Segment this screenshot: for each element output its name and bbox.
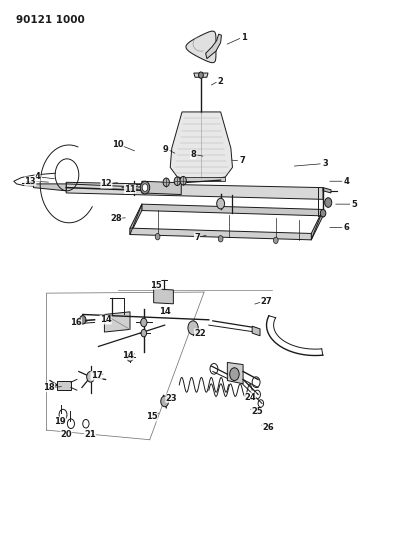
Text: 2: 2 bbox=[218, 77, 223, 85]
Text: 22: 22 bbox=[194, 329, 206, 337]
Text: 25: 25 bbox=[251, 407, 263, 416]
Circle shape bbox=[127, 353, 133, 361]
Circle shape bbox=[161, 396, 169, 407]
Text: 8: 8 bbox=[190, 150, 196, 159]
Text: 4: 4 bbox=[344, 177, 349, 185]
Text: 90121 1000: 90121 1000 bbox=[16, 15, 84, 25]
Polygon shape bbox=[194, 73, 208, 77]
Circle shape bbox=[320, 209, 326, 217]
Text: 23: 23 bbox=[165, 394, 177, 402]
Polygon shape bbox=[154, 289, 173, 304]
Text: 17: 17 bbox=[91, 372, 102, 380]
Text: 14: 14 bbox=[159, 308, 171, 316]
Polygon shape bbox=[130, 228, 311, 240]
Text: 15: 15 bbox=[146, 413, 158, 421]
Circle shape bbox=[141, 329, 147, 337]
Polygon shape bbox=[170, 112, 232, 181]
Circle shape bbox=[87, 372, 95, 382]
Polygon shape bbox=[323, 188, 331, 193]
Polygon shape bbox=[186, 31, 216, 63]
Circle shape bbox=[80, 316, 86, 324]
Polygon shape bbox=[177, 177, 225, 181]
Circle shape bbox=[155, 233, 160, 240]
Circle shape bbox=[140, 181, 150, 194]
Polygon shape bbox=[142, 204, 323, 216]
Text: 20: 20 bbox=[60, 430, 72, 439]
Text: 4: 4 bbox=[35, 173, 40, 181]
Polygon shape bbox=[206, 34, 221, 59]
Text: 27: 27 bbox=[260, 297, 272, 305]
Text: 5: 5 bbox=[352, 200, 357, 208]
Text: 16: 16 bbox=[70, 318, 82, 327]
Text: 10: 10 bbox=[112, 141, 124, 149]
Polygon shape bbox=[252, 326, 260, 336]
Text: 1: 1 bbox=[242, 33, 247, 42]
Text: 19: 19 bbox=[54, 417, 66, 425]
Text: 7: 7 bbox=[194, 233, 200, 241]
Text: 11: 11 bbox=[124, 185, 136, 193]
Circle shape bbox=[142, 184, 148, 191]
Polygon shape bbox=[130, 204, 142, 235]
Polygon shape bbox=[27, 181, 35, 185]
Text: 26: 26 bbox=[262, 423, 274, 432]
Text: 13: 13 bbox=[24, 177, 36, 185]
Circle shape bbox=[141, 318, 147, 327]
Polygon shape bbox=[66, 182, 323, 199]
Polygon shape bbox=[57, 381, 71, 390]
Circle shape bbox=[174, 177, 180, 185]
Circle shape bbox=[217, 198, 225, 209]
Text: 15: 15 bbox=[150, 281, 162, 289]
Text: 3: 3 bbox=[322, 159, 328, 168]
Circle shape bbox=[273, 237, 278, 244]
Circle shape bbox=[230, 368, 239, 381]
Polygon shape bbox=[142, 181, 181, 195]
Circle shape bbox=[180, 176, 186, 185]
Text: 14: 14 bbox=[122, 351, 134, 360]
Text: 28: 28 bbox=[110, 214, 122, 223]
Text: 18: 18 bbox=[43, 383, 55, 392]
Text: 21: 21 bbox=[84, 430, 96, 439]
Polygon shape bbox=[33, 184, 66, 191]
Circle shape bbox=[188, 321, 198, 335]
Text: 12: 12 bbox=[100, 180, 112, 188]
Text: 6: 6 bbox=[344, 223, 349, 232]
Text: 9: 9 bbox=[163, 145, 168, 154]
Circle shape bbox=[199, 72, 203, 78]
Text: 7: 7 bbox=[240, 157, 245, 165]
Text: 24: 24 bbox=[244, 393, 256, 401]
Text: 14: 14 bbox=[100, 316, 112, 324]
Polygon shape bbox=[227, 362, 243, 384]
Circle shape bbox=[325, 198, 332, 207]
Polygon shape bbox=[104, 312, 130, 332]
Circle shape bbox=[218, 236, 223, 242]
Polygon shape bbox=[311, 209, 323, 240]
Circle shape bbox=[163, 178, 169, 187]
